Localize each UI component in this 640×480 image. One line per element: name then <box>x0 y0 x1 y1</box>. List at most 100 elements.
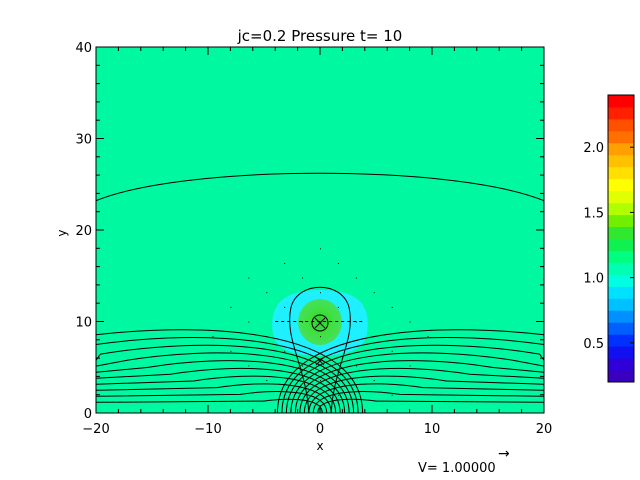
x-tick-label: −10 <box>194 422 221 437</box>
colorbar-segment <box>608 202 634 216</box>
y-tick-label: 20 <box>75 224 92 239</box>
colorbar-segment <box>608 130 634 144</box>
velocity-vector <box>427 336 429 338</box>
velocity-vector <box>391 306 393 308</box>
y-axis-ticks <box>96 46 544 414</box>
velocity-vector <box>266 380 268 382</box>
velocity-vector <box>248 277 250 279</box>
y-tick-label: 40 <box>75 41 92 56</box>
colorbar-segment <box>608 250 634 263</box>
x-axis-tick-labels: −20 −10 0 10 20 <box>82 422 552 437</box>
velocity-vector <box>373 336 375 338</box>
x-tick-label: −20 <box>82 422 109 437</box>
chart-title: jc=0.2 Pressure t= 10 <box>237 27 403 45</box>
separatrix-line <box>289 286 351 413</box>
velocity-vector <box>373 292 375 294</box>
x-tick-label: 10 <box>424 422 441 437</box>
x-axis-label: x <box>316 439 323 453</box>
colorbar-segment <box>608 214 634 228</box>
colorbar-segment <box>608 370 634 383</box>
x-point-lower <box>315 356 325 366</box>
colorbar-tick-label: 1.5 <box>583 206 604 221</box>
y-axis-tick-labels: 0 10 20 30 40 <box>75 41 92 422</box>
velocity-vector <box>212 336 214 338</box>
field-line <box>96 375 544 413</box>
y-tick-label: 10 <box>75 316 92 331</box>
colorbar <box>608 95 634 383</box>
velocity-vector <box>337 262 339 264</box>
colorbar-segment <box>608 166 634 180</box>
velocity-vector <box>391 394 393 396</box>
velocity-vector <box>320 248 321 250</box>
velocity-vector <box>355 365 357 367</box>
colorbar-segment <box>608 334 634 347</box>
velocity-vector <box>284 350 286 352</box>
field-line <box>96 391 544 413</box>
velocity-vector <box>409 365 411 367</box>
colorbar-tick-label: 1.0 <box>583 272 604 287</box>
top-field-line <box>96 172 544 202</box>
velocity-vector <box>230 350 232 352</box>
x-point-upper <box>311 314 329 332</box>
colorbar-segment <box>608 358 634 371</box>
colorbar-segment <box>608 106 634 120</box>
colorbar-segment <box>608 322 634 335</box>
velocity-vector <box>373 380 375 382</box>
vector-key-label: V= 1.00000 <box>418 461 496 476</box>
field-line <box>96 352 544 413</box>
velocity-vector <box>320 336 321 338</box>
velocity-vector <box>302 321 304 323</box>
colorbar-segment <box>608 346 634 359</box>
velocity-vector <box>284 306 286 308</box>
colorbar-segment <box>608 142 634 156</box>
colorbar-frame <box>607 94 635 383</box>
velocity-vector <box>391 350 393 352</box>
field-line <box>96 367 544 413</box>
velocity-vector <box>284 394 286 396</box>
field-lines <box>96 172 544 413</box>
colorbar-segment <box>608 262 634 275</box>
velocity-vector <box>355 277 357 279</box>
pressure-field-background <box>96 47 544 413</box>
colorbar-segment <box>608 178 634 192</box>
vector-key-arrow: → <box>498 446 510 462</box>
velocity-vector <box>266 336 268 338</box>
velocity-vector <box>284 262 286 264</box>
y-tick-label: 30 <box>75 133 92 148</box>
velocity-vectors <box>212 248 429 396</box>
x-point-upper-ring <box>311 314 329 332</box>
velocity-vector <box>248 321 250 323</box>
velocity-vector <box>355 321 357 323</box>
colorbar-segment <box>608 286 634 299</box>
field-line <box>96 337 544 413</box>
colorbar-segment <box>608 298 634 311</box>
colorbar-tick-label: 2.0 <box>583 141 604 156</box>
field-line <box>96 360 544 413</box>
field-line <box>96 398 544 413</box>
colorbar-segment <box>608 95 634 108</box>
y-tick-label: 0 <box>84 407 92 422</box>
velocity-vector <box>337 306 339 308</box>
velocity-vector <box>230 306 232 308</box>
velocity-vector <box>337 394 339 396</box>
colorbar-ticks: 0.5 1.0 1.5 2.0 <box>583 141 634 352</box>
colorbar-tick-label: 0.5 <box>583 337 604 352</box>
y-axis-label: y <box>55 229 69 236</box>
velocity-vector <box>409 321 411 323</box>
x-axis-ticks <box>95 47 545 413</box>
velocity-vector <box>337 350 339 352</box>
velocity-vector <box>302 365 304 367</box>
velocity-vector <box>320 380 321 382</box>
velocity-vector <box>266 292 268 294</box>
colorbar-segment <box>608 226 634 239</box>
velocity-vector <box>302 277 304 279</box>
colorbar-segment <box>608 274 634 287</box>
velocity-vector <box>248 365 250 367</box>
colorbar-segment <box>608 310 634 323</box>
colorbar-segment <box>608 118 634 132</box>
colorbar-segment <box>608 238 634 251</box>
colorbar-segment <box>608 190 634 204</box>
x-tick-label: 0 <box>316 422 324 437</box>
x-tick-label: 20 <box>536 422 553 437</box>
